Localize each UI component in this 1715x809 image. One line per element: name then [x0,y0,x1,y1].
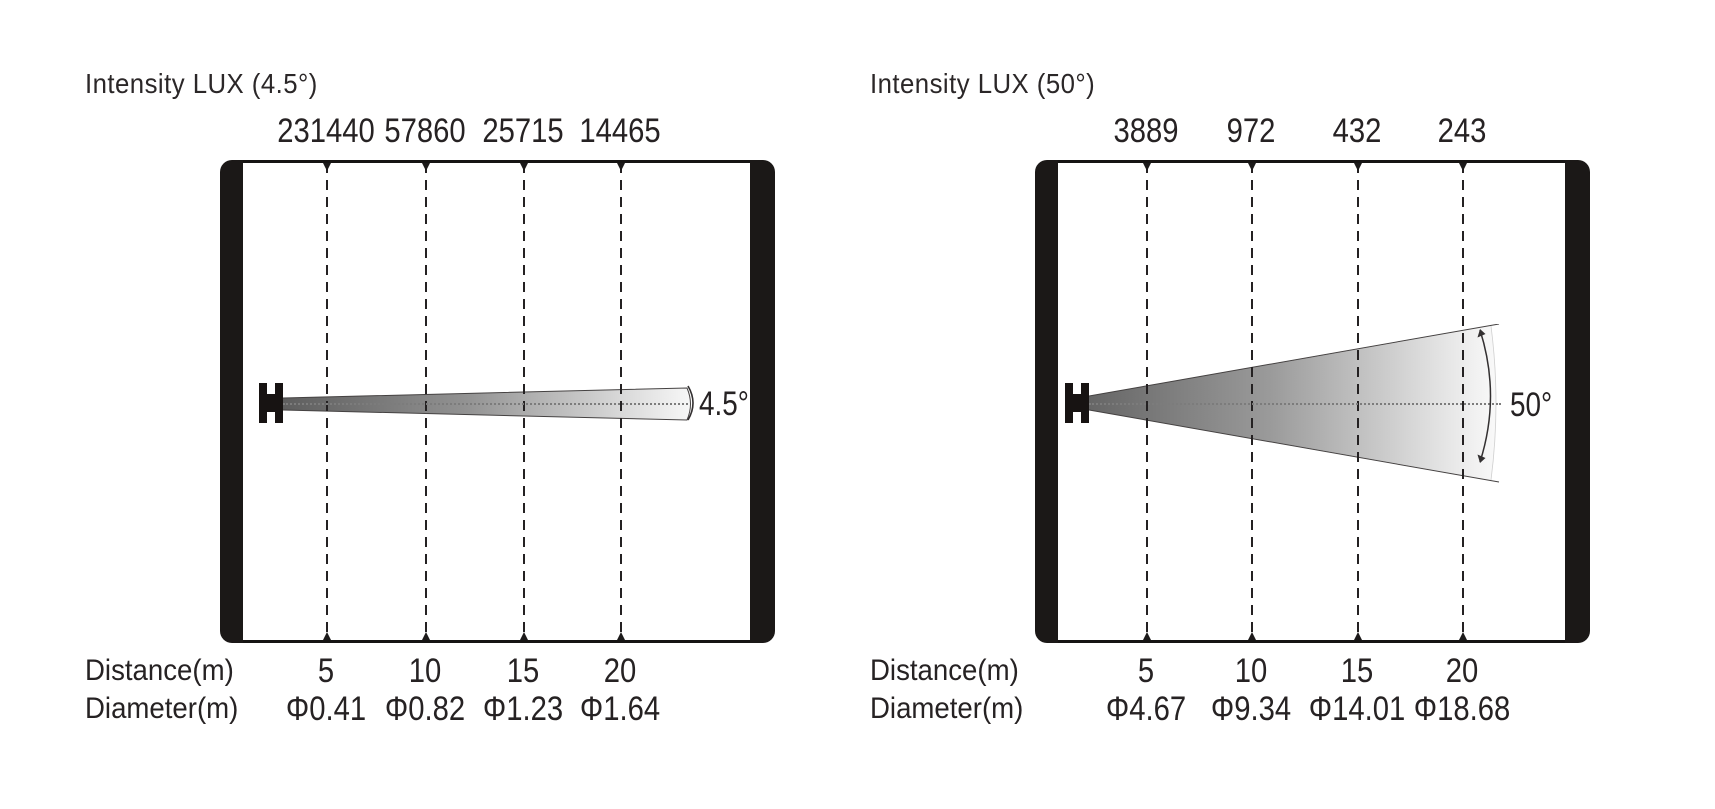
intensity-value: 243 [1437,112,1487,150]
distance-value: 10 [408,652,442,690]
wall-bar-left [1035,160,1058,643]
distance-axis-label: Distance(m) [85,654,234,687]
distance-axis-label: Distance(m) [870,654,1019,687]
frame-bottom-edge [234,640,761,643]
distance-value: 15 [1340,652,1374,690]
beam-centerline [283,403,688,405]
diagram-title: Intensity LUX (4.5°) [85,68,318,99]
diameter-row: Diameter(m) Φ0.41 Φ0.82 Φ1.23 Φ1.64 [85,690,775,732]
distance-value: 5 [1137,652,1155,690]
wall-bar-right [1565,160,1590,643]
intensity-value: 14465 [579,112,661,150]
wall-bar-right [750,160,775,643]
distance-gridline-10m [1248,163,1256,640]
frame-top-edge [1049,160,1576,163]
beam-diagram-4-5deg: Intensity LUX (4.5°) 231440 57860 25715 … [85,0,775,809]
diagram-frame: 4.5° [220,160,775,643]
diameter-value: Φ0.82 [384,690,466,728]
distance-value: 5 [317,652,335,690]
diameter-axis-label: Diameter(m) [870,692,1024,725]
distance-row: Distance(m) 5 10 15 20 [870,652,1590,694]
distance-value: 20 [603,652,637,690]
diameter-value: Φ18.68 [1413,690,1511,728]
distance-value: 10 [1234,652,1268,690]
distance-gridline-5m [1143,163,1151,640]
diameter-value: Φ4.67 [1105,690,1187,728]
diameter-row: Diameter(m) Φ4.67 Φ9.34 Φ14.01 Φ18.68 [870,690,1590,732]
distance-gridline-20m [1459,163,1467,640]
distance-gridline-10m [422,163,430,640]
frame-bottom-edge [1049,640,1576,643]
diameter-value: Φ14.01 [1308,690,1406,728]
intensity-value: 231440 [277,112,375,150]
beam-centerline [1089,403,1501,405]
diameter-value: Φ0.41 [285,690,367,728]
beam-angle-label: 50° [1510,386,1553,424]
intensity-value: 25715 [482,112,564,150]
distance-gridline-15m [520,163,528,640]
distance-gridline-15m [1354,163,1362,640]
intensity-value: 972 [1226,112,1276,150]
distance-value: 15 [506,652,540,690]
distance-gridline-5m [323,163,331,640]
distance-row: Distance(m) 5 10 15 20 [85,652,775,694]
intensity-value: 432 [1332,112,1382,150]
intensity-values-row: 231440 57860 25715 14465 [220,112,775,154]
distance-gridline-20m [617,163,625,640]
wall-bar-left [220,160,243,643]
beam-angle-arc-icon [687,385,694,421]
diameter-value: Φ9.34 [1210,690,1292,728]
frame-top-edge [234,160,761,163]
diameter-value: Φ1.23 [482,690,564,728]
intensity-value: 3889 [1113,112,1179,150]
distance-value: 20 [1445,652,1479,690]
intensity-values-row: 3889 972 432 243 [1035,112,1590,154]
diagram-title: Intensity LUX (50°) [870,68,1096,99]
beam-angle-arc-icon [1477,329,1492,463]
diameter-axis-label: Diameter(m) [85,692,239,725]
diameter-value: Φ1.64 [579,690,661,728]
intensity-value: 57860 [384,112,466,150]
light-fixture-icon [259,383,283,423]
diagram-frame: 50° [1035,160,1590,643]
beam-diagram-50deg: Intensity LUX (50°) 3889 972 432 243 [870,0,1590,809]
beam-angle-label: 4.5° [699,385,749,423]
light-fixture-icon [1065,383,1089,423]
